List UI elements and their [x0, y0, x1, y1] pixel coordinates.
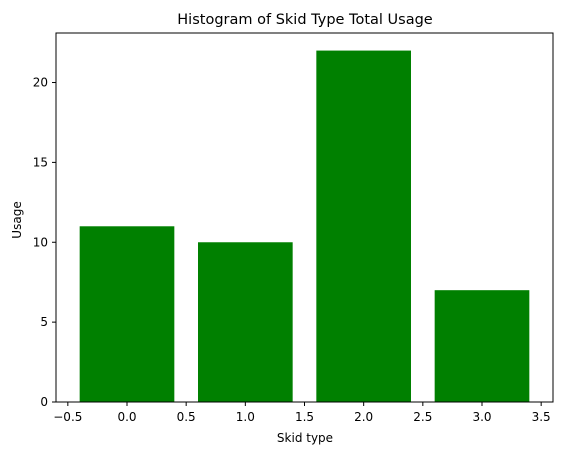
y-tick-label: 15	[33, 155, 48, 169]
x-tick-label: 1.5	[295, 410, 314, 424]
x-axis-label: Skid type	[277, 431, 333, 445]
y-tick-label: 10	[33, 235, 48, 249]
bar-skid-type-0	[79, 226, 175, 402]
x-tick-label: 2.0	[354, 410, 373, 424]
bar-skid-type-3	[434, 290, 530, 402]
y-axis-ticks: 0 5 10 15 20	[33, 76, 56, 409]
x-tick-label: 0.5	[177, 410, 196, 424]
bar-skid-type-1	[198, 242, 293, 402]
x-tick-label: 3.5	[532, 410, 551, 424]
x-tick-label: −0.5	[53, 410, 82, 424]
x-tick-label: 3.0	[472, 410, 491, 424]
bar-group	[79, 50, 530, 402]
x-axis-ticks: −0.5 0.0 0.5 1.0 1.5 2.0 2.5 3.0 3.5	[53, 402, 551, 424]
x-tick-label: 1.0	[236, 410, 255, 424]
plot-frame	[55, 32, 554, 403]
y-tick-label: 20	[33, 76, 48, 90]
x-tick-label: 0.0	[117, 410, 136, 424]
chart-title: Histogram of Skid Type Total Usage	[177, 12, 433, 28]
x-tick-label: 2.5	[413, 410, 432, 424]
y-axis-label: Usage	[10, 201, 24, 238]
bar-skid-type-2	[316, 50, 411, 402]
y-tick-label: 5	[40, 315, 48, 329]
y-tick-label: 0	[40, 395, 48, 409]
